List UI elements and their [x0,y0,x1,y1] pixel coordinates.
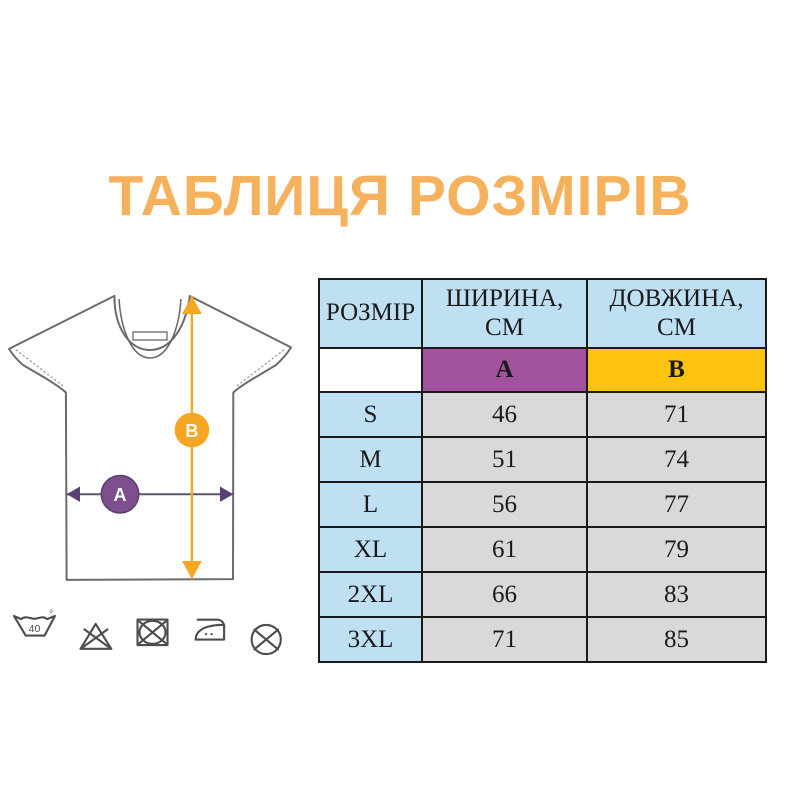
svg-text:B: B [185,421,198,441]
svg-text:40: 40 [29,623,41,635]
svg-text:A: A [114,485,127,505]
svg-text:o: o [49,609,53,615]
